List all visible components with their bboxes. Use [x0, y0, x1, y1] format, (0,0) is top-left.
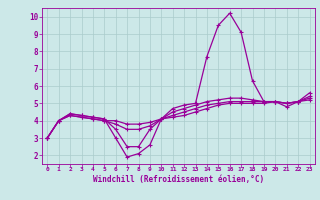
X-axis label: Windchill (Refroidissement éolien,°C): Windchill (Refroidissement éolien,°C)	[93, 175, 264, 184]
